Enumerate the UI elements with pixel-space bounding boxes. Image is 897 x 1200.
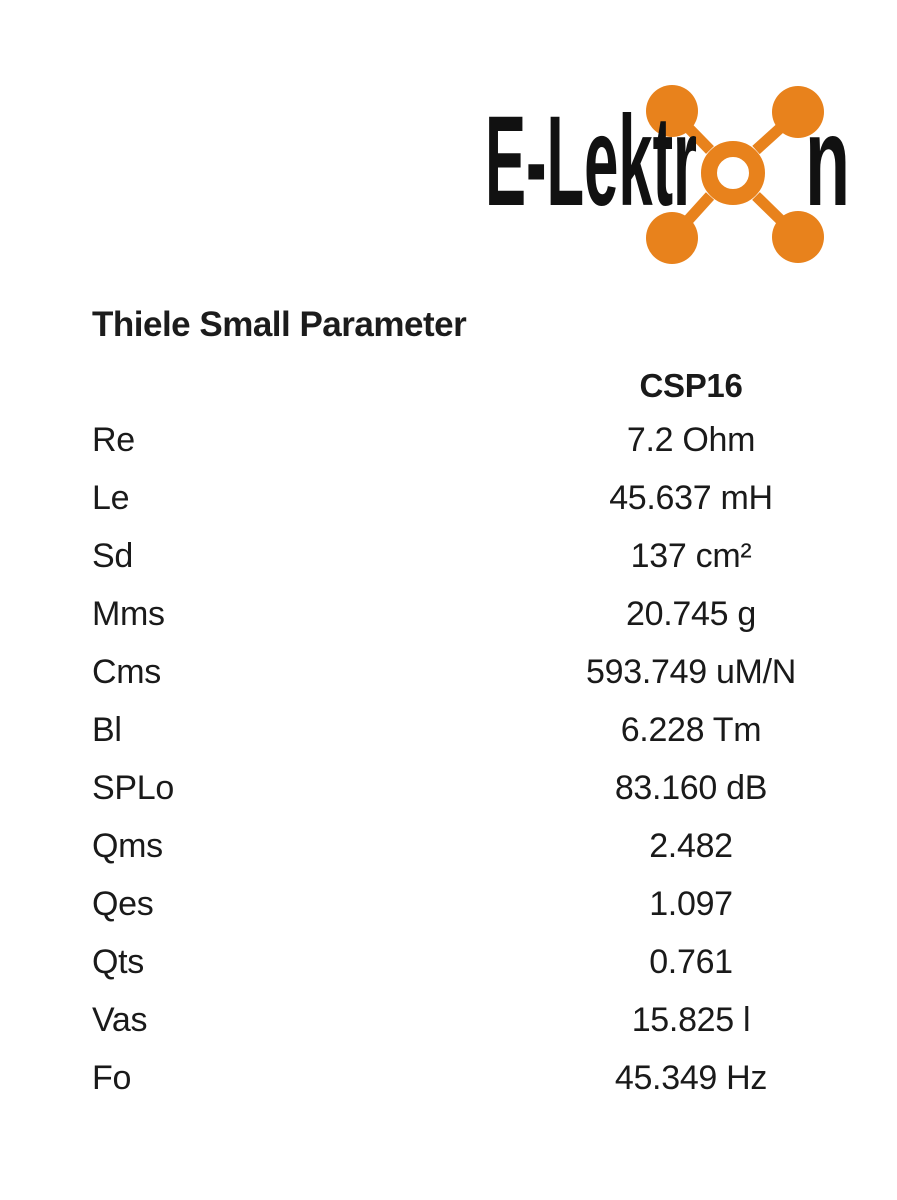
e-lektron-logo: E-Lektr n	[485, 85, 850, 264]
parameter-label: Re	[92, 420, 135, 459]
document-body: Thiele Small Parameter CSP16 Re 7.2 Ohm …	[0, 303, 897, 1107]
parameter-label: SPLo	[92, 768, 174, 807]
table-row: Qts 0.761	[92, 933, 897, 991]
table-row: Sd 137 cm²	[92, 527, 897, 585]
parameter-label: Vas	[92, 1000, 148, 1039]
table-row: Fo 45.349 Hz	[92, 1049, 897, 1107]
parameter-table: CSP16 Re 7.2 Ohm Le 45.637 mH Sd 137 cm²…	[92, 361, 897, 1107]
parameter-value: 0.761	[649, 942, 733, 981]
parameter-label: Qms	[92, 826, 163, 865]
molecule-node-bottom-right	[772, 211, 824, 263]
molecule-node-bottom-left	[646, 212, 698, 264]
parameter-label: Le	[92, 478, 130, 517]
table-row: Bl 6.228 Tm	[92, 701, 897, 759]
logo-text-right: n	[805, 90, 850, 233]
table-row: Re 7.2 Ohm	[92, 411, 897, 469]
table-row: SPLo 83.160 dB	[92, 759, 897, 817]
page-title: Thiele Small Parameter	[92, 305, 467, 344]
parameter-label: Bl	[92, 710, 122, 749]
parameter-value: 45.349 Hz	[614, 1058, 768, 1097]
parameter-value: 83.160 dB	[614, 768, 768, 807]
parameter-value: 7.2 Ohm	[626, 420, 756, 459]
table-row: Qes 1.097	[92, 875, 897, 933]
parameter-label: Mms	[92, 594, 165, 633]
table-row: Mms 20.745 g	[92, 585, 897, 643]
logo-text-left: E-Lektr	[485, 90, 697, 233]
parameter-label: Qts	[92, 942, 144, 981]
table-row: Vas 15.825 l	[92, 991, 897, 1049]
parameter-value: 15.825 l	[631, 1000, 751, 1039]
molecule-node-top-left	[646, 85, 698, 137]
table-row: Cms 593.749 uM/N	[92, 643, 897, 701]
table-row: Le 45.637 mH	[92, 469, 897, 527]
logo-area: E-Lektr n	[0, 0, 897, 265]
table-row: Qms 2.482	[92, 817, 897, 875]
parameter-value: 2.482	[649, 826, 733, 865]
parameter-value: 45.637 mH	[609, 478, 773, 517]
parameter-label: Sd	[92, 536, 133, 575]
parameter-value: 20.745 g	[626, 594, 756, 633]
molecule-node-top-right	[772, 86, 824, 138]
parameter-label: Fo	[92, 1058, 132, 1097]
table-header-row: CSP16	[92, 361, 897, 411]
parameter-value: 137 cm²	[630, 536, 752, 575]
column-header-model: CSP16	[639, 367, 743, 404]
parameter-value: 1.097	[649, 884, 733, 923]
parameter-value: 593.749 uM/N	[586, 652, 796, 691]
parameter-value: 6.228 Tm	[620, 710, 762, 749]
parameter-label: Cms	[92, 652, 161, 691]
molecule-ring-icon	[701, 141, 765, 205]
parameter-label: Qes	[92, 884, 154, 923]
